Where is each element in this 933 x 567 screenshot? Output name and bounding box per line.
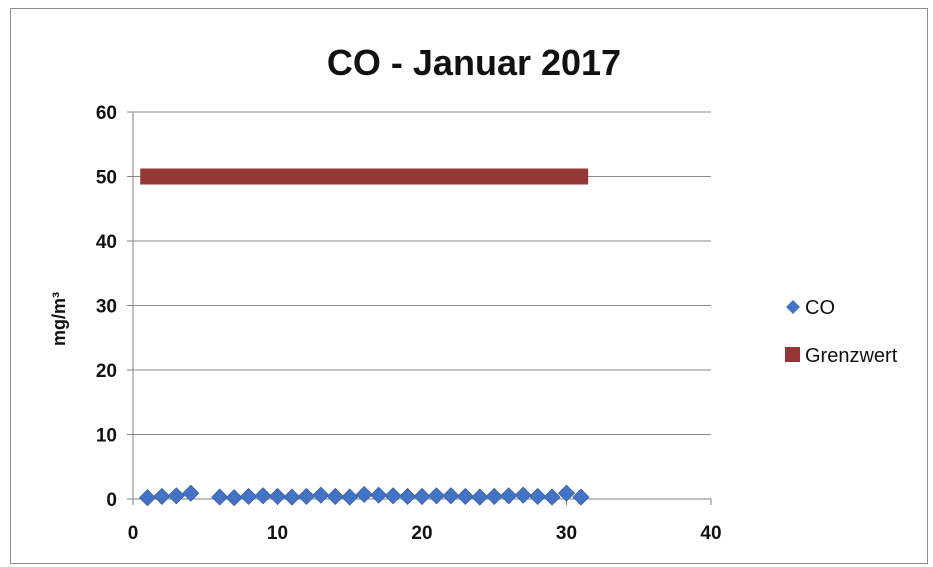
y-tick-label: 50 [96,168,117,189]
y-tick-label: 60 [96,103,117,124]
grenzwert-band [140,168,589,185]
x-tick-label: 0 [128,523,139,544]
gridlines [127,111,711,500]
co-data-point [312,486,330,504]
co-data-point [384,487,402,505]
chart-title: CO - Januar 2017 [327,42,621,83]
y-tick-label: 10 [96,426,117,447]
co-data-point [297,487,315,505]
co-data-point [398,487,417,505]
x-tick-label: 30 [556,523,577,544]
co-data-point [138,489,157,507]
legend-label: Grenzwert [805,345,898,367]
co-data-point [471,488,489,506]
co-data-point [153,487,171,505]
co-data-point [240,487,258,505]
y-axis-label: mg/m³ [49,292,69,346]
co-data-point [182,484,200,502]
series-grenzwert [140,168,589,185]
y-tick-label: 30 [96,297,117,318]
y-tick-labels: 0 10 20 30 40 50 60 [96,103,117,511]
co-data-point [254,487,272,505]
legend-item-co: CO [786,297,835,319]
co-data-point [268,487,287,505]
x-tick-labels: 0 10 20 30 40 [128,523,722,544]
co-data-point [514,486,532,504]
y-tick-label: 40 [96,232,117,253]
y-tick-label: 0 [106,490,117,511]
chart-frame: CO - Januar 2017 0 10 20 30 40 50 60 0 10 20 30 40… [10,8,928,564]
y-tick-label: 20 [96,361,117,382]
co-data-point [529,487,547,505]
co-data-point [427,487,446,505]
x-tick-label: 20 [411,523,432,544]
legend-label: CO [805,297,835,319]
co-data-point [456,487,474,505]
legend: CO Grenzwert [785,297,898,367]
co-data-point [543,488,561,506]
co-data-point [167,487,185,505]
x-tick-label: 40 [700,523,721,544]
co-data-point [341,488,359,506]
x-tick-label: 10 [267,523,288,544]
co-data-point [500,487,518,505]
co-data-point [326,487,344,505]
co-data-point [225,489,243,507]
legend-marker-square [785,347,800,362]
co-data-point [211,488,229,506]
co-data-point [442,487,460,505]
series-co [138,484,590,507]
co-data-point [485,487,503,505]
co-data-point [283,488,301,506]
co-data-point [413,487,431,505]
co-data-point [557,484,576,502]
legend-item-grenzwert: Grenzwert [785,345,898,367]
chart-svg: CO - Januar 2017 0 10 20 30 40 50 60 0 10 20 30 40… [49,42,898,544]
co-data-point [370,486,388,504]
co-data-point [572,488,590,506]
co-data-point [355,485,373,504]
series-layer [138,168,590,507]
legend-marker-diamond [786,300,800,314]
